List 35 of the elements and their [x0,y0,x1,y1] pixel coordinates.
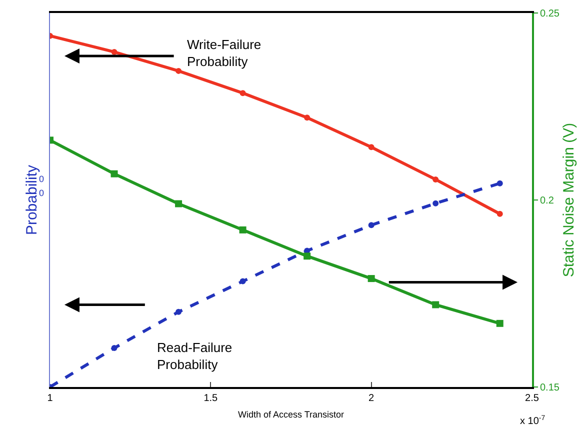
point [432,176,439,182]
point [239,226,246,234]
point [240,90,246,96]
point [304,114,310,121]
text: x 10$^{-7}$ [520,415,546,428]
point [368,222,374,228]
point [368,144,374,150]
x-tick-label: 2.5 [525,393,540,404]
y2-tick-label: 0.15 [540,382,560,394]
point [496,180,503,186]
y2-axis-title: Static Noise Margin (V) [560,122,578,278]
point [176,308,182,315]
point [304,252,311,260]
y2-tick-label: 0.25 [540,8,560,20]
y-axis-title: Probability [23,164,40,236]
point [496,210,503,217]
point [175,200,182,208]
annotation: Read-Failure Probability [157,340,232,372]
point [110,170,118,178]
point [432,301,440,308]
point [432,200,439,206]
text: 0 [39,188,44,198]
point [240,278,246,284]
annotation: Write-Failure Probability [187,37,262,69]
x-tick-label: 2 [368,393,375,404]
point [368,275,375,282]
text: 0 [39,174,44,184]
x-axis-title: Width of Access Transistor [238,409,344,420]
point [111,345,118,352]
point [496,320,504,327]
point [176,68,182,74]
y2-tick-label: 0.2 [540,196,554,206]
point [111,48,118,55]
x-tick-label: 1 [47,393,54,404]
x-tick-label: 1.5 [204,393,218,404]
